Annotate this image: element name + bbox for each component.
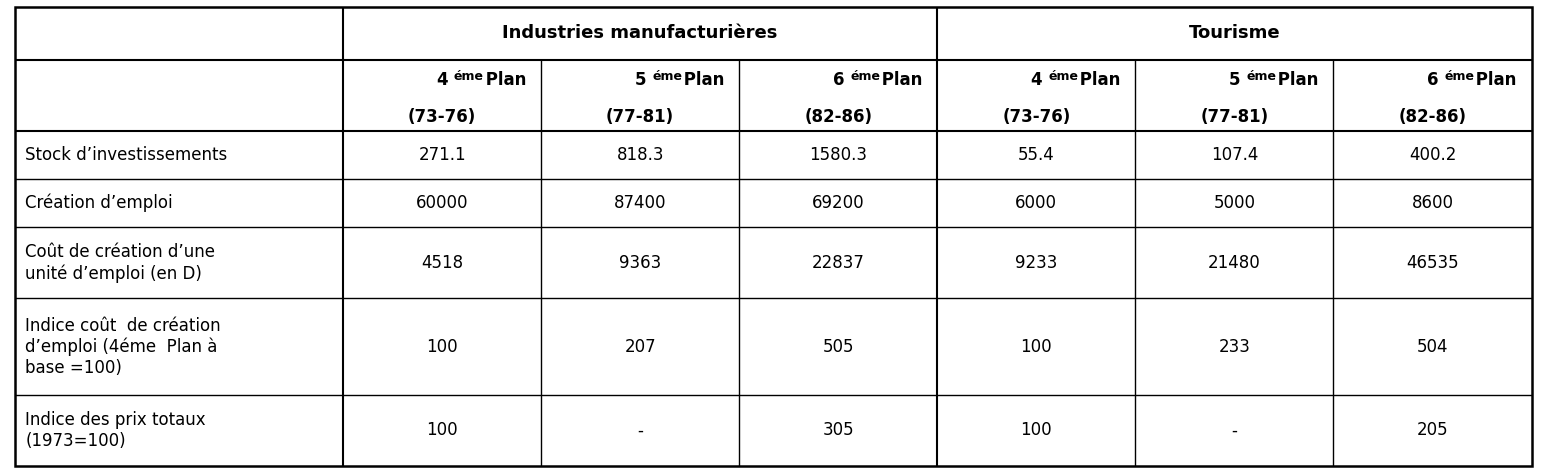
Text: 55.4: 55.4: [1018, 146, 1055, 164]
Text: 8600: 8600: [1411, 194, 1454, 212]
Text: 21480: 21480: [1208, 254, 1261, 272]
Text: 6: 6: [832, 71, 845, 89]
Text: Indice des prix totaux
(1973=100): Indice des prix totaux (1973=100): [25, 411, 206, 450]
Text: 818.3: 818.3: [616, 146, 664, 164]
Text: éme: éme: [453, 70, 484, 83]
Text: Création d’emploi: Création d’emploi: [25, 194, 173, 212]
Text: -: -: [637, 421, 644, 439]
Text: 4518: 4518: [421, 254, 463, 272]
Text: (77-81): (77-81): [606, 108, 674, 126]
Text: (82-86): (82-86): [1398, 108, 1467, 126]
Text: 100: 100: [1021, 421, 1052, 439]
Text: Plan: Plan: [1074, 71, 1120, 89]
Text: 205: 205: [1417, 421, 1448, 439]
Text: éme: éme: [653, 70, 682, 83]
Text: Industries manufacturières: Industries manufacturières: [503, 25, 778, 43]
Text: 6: 6: [1426, 71, 1439, 89]
Text: -: -: [1231, 421, 1238, 439]
Text: éme: éme: [851, 70, 880, 83]
Text: 87400: 87400: [614, 194, 667, 212]
Text: Plan: Plan: [480, 71, 526, 89]
Text: (73-76): (73-76): [408, 108, 476, 126]
Text: Indice coût  de création
d’emploi (4éme  Plan à
base =100): Indice coût de création d’emploi (4éme P…: [25, 316, 221, 377]
Text: 4: 4: [436, 71, 449, 89]
Text: Plan: Plan: [876, 71, 922, 89]
Text: 233: 233: [1219, 338, 1250, 356]
Text: 504: 504: [1417, 338, 1448, 356]
Text: 271.1: 271.1: [418, 146, 466, 164]
Text: 4: 4: [1030, 71, 1043, 89]
Text: 107.4: 107.4: [1211, 146, 1258, 164]
Text: 9233: 9233: [1015, 254, 1058, 272]
Text: éme: éme: [1049, 70, 1078, 83]
Text: Coût de création d’une
unité d’emploi (en D): Coût de création d’une unité d’emploi (e…: [25, 243, 215, 282]
Text: 100: 100: [427, 338, 458, 356]
Text: éme: éme: [1445, 70, 1474, 83]
Text: 100: 100: [1021, 338, 1052, 356]
Text: 46535: 46535: [1406, 254, 1459, 272]
Text: 5: 5: [1228, 71, 1241, 89]
Text: 505: 505: [823, 338, 854, 356]
Text: 69200: 69200: [812, 194, 865, 212]
Text: éme: éme: [1247, 70, 1276, 83]
Text: Plan: Plan: [678, 71, 724, 89]
Text: Plan: Plan: [1470, 71, 1516, 89]
Text: (73-76): (73-76): [1002, 108, 1071, 126]
Text: 100: 100: [427, 421, 458, 439]
Text: Tourisme: Tourisme: [1188, 25, 1281, 43]
Text: 60000: 60000: [416, 194, 469, 212]
Text: Plan: Plan: [1272, 71, 1318, 89]
Text: 5000: 5000: [1213, 194, 1256, 212]
Text: (77-81): (77-81): [1200, 108, 1269, 126]
Text: 207: 207: [625, 338, 656, 356]
Text: Stock d’investissements: Stock d’investissements: [25, 146, 227, 164]
Text: 1580.3: 1580.3: [809, 146, 868, 164]
Text: (82-86): (82-86): [804, 108, 873, 126]
Text: 5: 5: [634, 71, 647, 89]
Text: 9363: 9363: [619, 254, 661, 272]
Text: 305: 305: [823, 421, 854, 439]
Text: 22837: 22837: [812, 254, 865, 272]
Text: 6000: 6000: [1015, 194, 1057, 212]
Text: 400.2: 400.2: [1409, 146, 1456, 164]
